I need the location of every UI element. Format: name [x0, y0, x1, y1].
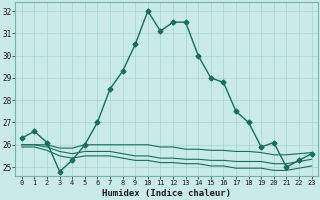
X-axis label: Humidex (Indice chaleur): Humidex (Indice chaleur) — [102, 189, 231, 198]
